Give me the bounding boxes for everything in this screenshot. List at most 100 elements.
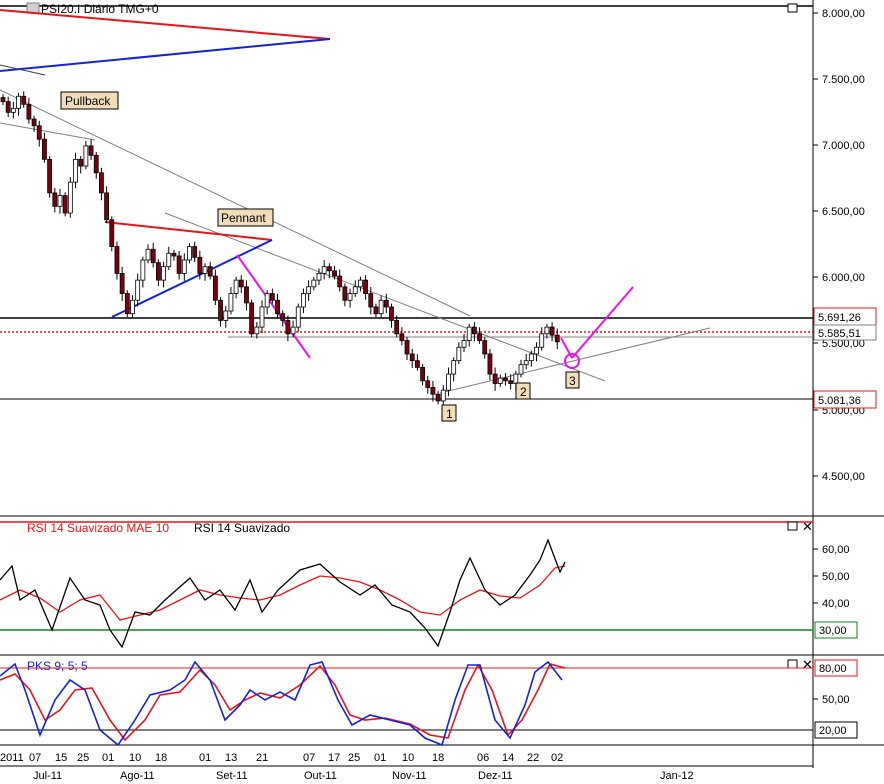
candle bbox=[435, 393, 441, 402]
wave-2-tag[interactable]: 2 bbox=[515, 382, 531, 400]
pks-level-bottom-tag bbox=[814, 721, 858, 739]
month-label: Set-11 bbox=[216, 770, 248, 782]
candle bbox=[451, 360, 457, 375]
candle bbox=[528, 353, 534, 362]
day-label: 07 bbox=[303, 752, 315, 764]
candle bbox=[290, 326, 296, 335]
candle bbox=[223, 310, 229, 321]
time-axis: 2011 07 15 25 01 10 18 01 13 21 07 17 25… bbox=[0, 752, 694, 782]
candle bbox=[21, 95, 27, 105]
candle bbox=[187, 246, 192, 261]
rsi-level-tag bbox=[814, 621, 858, 639]
svg-text:1: 1 bbox=[446, 407, 453, 421]
candle bbox=[321, 266, 327, 274]
candle bbox=[73, 158, 78, 183]
month-label: Nov-11 bbox=[392, 770, 427, 782]
day-label: 2011 bbox=[0, 752, 24, 764]
candle bbox=[420, 366, 425, 382]
candle bbox=[471, 326, 477, 335]
candle bbox=[280, 313, 286, 321]
month-label: Jul-11 bbox=[33, 770, 62, 782]
maximize-icon[interactable] bbox=[787, 3, 798, 13]
candle bbox=[394, 319, 400, 335]
candle bbox=[383, 299, 389, 308]
rsi-label-raw[interactable]: RSI 14 Suavizado bbox=[194, 521, 290, 535]
pks-label[interactable]: PKS 9; 5; 5 bbox=[27, 659, 88, 673]
candle bbox=[192, 246, 198, 258]
candle bbox=[31, 118, 37, 127]
candle bbox=[135, 279, 141, 301]
rsi-close-icon[interactable]: ✕ bbox=[802, 519, 813, 534]
candle bbox=[166, 252, 172, 268]
candle bbox=[275, 299, 280, 315]
day-label: 18 bbox=[432, 752, 444, 764]
month-label: Ago-11 bbox=[120, 770, 155, 782]
rsi-line bbox=[0, 538, 566, 649]
candle bbox=[332, 270, 337, 277]
magenta-up-line bbox=[571, 286, 634, 359]
header-icon[interactable] bbox=[26, 2, 40, 14]
svg-text:2: 2 bbox=[520, 385, 527, 399]
month-label: Out-11 bbox=[304, 770, 337, 782]
price-tick: 4.500,00 bbox=[822, 471, 865, 483]
svg-text:30,00: 30,00 bbox=[819, 625, 847, 637]
pks-close-icon[interactable]: ✕ bbox=[802, 657, 813, 672]
candle bbox=[36, 125, 42, 140]
candle bbox=[78, 158, 84, 167]
rsi-tick: 50,00 bbox=[822, 571, 850, 583]
day-label: 13 bbox=[225, 752, 237, 764]
pennant-tag[interactable]: Pennant bbox=[217, 208, 274, 227]
candle bbox=[404, 340, 410, 355]
candle bbox=[93, 154, 99, 174]
candle bbox=[254, 326, 260, 335]
svg-text:5.691,26: 5.691,26 bbox=[818, 312, 861, 324]
candle bbox=[67, 181, 73, 214]
candle bbox=[306, 286, 312, 294]
candle bbox=[5, 101, 11, 113]
candle bbox=[534, 346, 539, 355]
candle bbox=[337, 275, 343, 288]
candle bbox=[378, 299, 384, 315]
candle bbox=[124, 293, 130, 315]
pks-level-top-tag bbox=[814, 659, 858, 677]
candle bbox=[311, 279, 317, 288]
wave-3-tag[interactable]: 3 bbox=[565, 371, 580, 389]
candle bbox=[518, 364, 524, 375]
day-label: 01 bbox=[102, 752, 114, 764]
candle bbox=[181, 259, 187, 274]
pks-line bbox=[0, 660, 563, 747]
rsi-label-mae[interactable]: RSI 14 Suavizado MAE 10 bbox=[27, 521, 169, 535]
candle bbox=[399, 333, 405, 341]
candle bbox=[342, 286, 348, 301]
candle bbox=[539, 333, 545, 348]
candlestick-series bbox=[0, 91, 560, 406]
wave-1-tag[interactable]: 1 bbox=[441, 404, 457, 422]
day-label: 15 bbox=[55, 752, 67, 764]
candle bbox=[259, 306, 265, 328]
candle bbox=[446, 373, 451, 391]
rsi-maximize-icon[interactable] bbox=[787, 521, 798, 531]
svg-text:20,00: 20,00 bbox=[819, 725, 847, 737]
pks-maximize-icon[interactable] bbox=[787, 659, 798, 669]
pennant-blue-line bbox=[111, 239, 273, 318]
candle bbox=[326, 266, 332, 272]
rsi-mae-line bbox=[0, 565, 566, 621]
pks-tick: 50,00 bbox=[822, 694, 850, 706]
candle bbox=[373, 306, 379, 315]
pks-panel: PKS 9; 5; 5 ✕ 80,00 50,00 20,00 bbox=[0, 657, 858, 747]
price-panel bbox=[0, 0, 813, 516]
svg-text:Pennant: Pennant bbox=[221, 211, 266, 225]
pullback-tag[interactable]: Pullback bbox=[60, 91, 119, 110]
candle bbox=[269, 293, 275, 301]
candle bbox=[161, 266, 166, 281]
candle bbox=[409, 353, 415, 362]
candle bbox=[104, 192, 109, 221]
candle bbox=[171, 252, 177, 257]
price-tick: 6.000,00 bbox=[822, 272, 865, 284]
svg-text:5.585,51: 5.585,51 bbox=[818, 328, 861, 340]
candle bbox=[140, 259, 146, 281]
candle bbox=[497, 377, 503, 384]
price-tag-support bbox=[813, 390, 877, 409]
candle bbox=[233, 279, 239, 294]
